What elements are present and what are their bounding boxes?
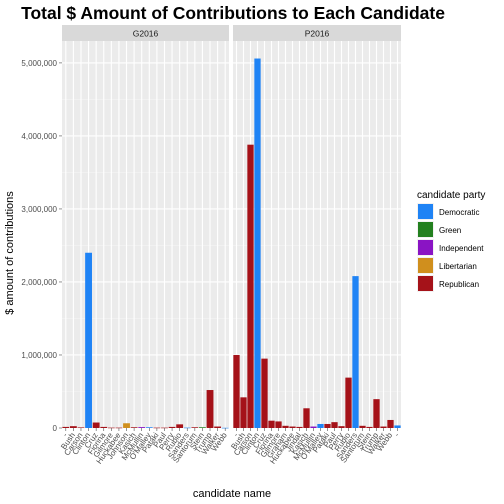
bar-g2016-walker-20	[214, 426, 222, 428]
bar-g2016-stein-18	[199, 427, 206, 428]
bar-g2016-carson-2	[77, 427, 85, 429]
legend-swatch-republican	[418, 276, 433, 291]
bar-p2016-sanders-17	[352, 276, 359, 428]
x-tick-label: -	[61, 431, 70, 439]
bar-g2016-johnson-8	[123, 423, 130, 428]
legend-swatch-libertarian	[418, 258, 433, 273]
bar-g2016-kasich-9	[130, 427, 138, 428]
bar-p2016-walker-21	[380, 426, 387, 428]
bar-p2016-pataki-13	[324, 423, 331, 428]
facet-strip	[233, 25, 401, 41]
bar-g2016-mcmullin-10	[138, 427, 146, 428]
bar-p2016-perry-15	[338, 426, 345, 428]
legend-label-green: Green	[439, 226, 461, 235]
bar-p2016-cruz-4	[261, 358, 268, 428]
chart-title: Total $ Amount of Contributions to Each …	[21, 3, 445, 23]
bar-g2016-pataki-12	[153, 427, 161, 429]
bar-g2016-perry-14	[168, 426, 176, 428]
facet-strip-label: G2016	[133, 29, 159, 39]
bar-g2016-fiorina-5	[100, 426, 108, 428]
legend-swatch-green	[418, 222, 433, 237]
bar-p2016-santorum-18	[359, 425, 366, 428]
y-tick-label: 4,000,000	[21, 132, 57, 141]
facet-strip-label: P2016	[305, 29, 330, 39]
legend-label-libertarian: Libertarian	[439, 262, 477, 271]
bar-g2016-blank-0	[62, 426, 70, 428]
y-axis-title: $ amount of contributions	[4, 191, 16, 315]
bar-p2016-clinton-3	[254, 58, 261, 428]
panel-background	[233, 41, 401, 428]
bar-g2016-bush-1	[69, 426, 77, 428]
bar-g2016-rubio-15	[176, 424, 184, 428]
legend-swatch-independent	[418, 240, 433, 255]
facet-panel-p2016: P2016-BushCarsonClintonCruzFiorinaGilmor…	[229, 25, 401, 466]
bar-g2016-cruz-4	[92, 422, 100, 428]
x-tick-label: -	[392, 431, 401, 439]
bar-p2016-trump-20	[373, 399, 380, 428]
y-tick-label: 5,000,000	[21, 59, 57, 68]
x-axis-title: candidate name	[193, 488, 271, 500]
bar-p2016-fiorina-5	[268, 420, 275, 428]
bar-g2016-paul-13	[161, 427, 168, 429]
bar-p2016-mcmullin-11	[310, 426, 317, 428]
bar-g2016-omalley-11	[145, 427, 153, 428]
bar-p2016-gilmore-6	[275, 421, 282, 428]
bar-g2016-huckabee-7	[115, 427, 123, 429]
bar-p2016-blank-0	[233, 354, 240, 428]
y-tick-label: 3,000,000	[21, 205, 57, 214]
bar-p2016-graham-7	[282, 425, 289, 428]
bar-g2016-trump-19	[206, 390, 214, 428]
legend-label-independent: Independent	[439, 244, 484, 253]
legend-title: candidate party	[417, 190, 485, 201]
legend-label-republican: Republican	[439, 280, 479, 289]
facet-panels: G2016-BushCarsonClintonCruzFiorinaGilmor…	[59, 25, 401, 466]
bar-p2016-kasich-10	[303, 408, 310, 428]
bar-p2016-rubio-16	[345, 377, 352, 428]
bar-p2016-jindal-9	[296, 426, 303, 428]
bar-p2016-paul-14	[331, 422, 338, 428]
legend-label-democratic: Democratic	[439, 208, 479, 217]
y-axis: 0 1,000,000 2,000,000 3,000,000 4,000,000 5,0…	[21, 59, 62, 433]
bar-p2016-huckabee-8	[289, 426, 296, 428]
bar-p2016-carson-2	[247, 144, 254, 428]
bar-p2016-blank-23	[394, 425, 401, 428]
legend-swatch-democratic	[418, 204, 433, 219]
legend: candidate party Democratic Green Independe…	[417, 190, 485, 292]
y-tick-label: 2,000,000	[21, 278, 57, 287]
x-tick-label: -	[231, 431, 240, 439]
bar-g2016-santorum-17	[191, 427, 199, 428]
bar-p2016-bush-1	[240, 397, 247, 428]
bar-p2016-webb-22	[387, 419, 394, 428]
facet-strip	[62, 25, 229, 41]
bar-g2016-sanders-16	[183, 427, 191, 429]
y-tick-label: 0	[53, 424, 58, 433]
bar-p2016-stein-19	[366, 426, 373, 428]
bar-g2016-clinton-3	[85, 252, 92, 428]
y-tick-label: 1,000,000	[21, 351, 57, 360]
facet-panel-g2016: G2016-BushCarsonClintonCruzFiorinaGilmor…	[59, 25, 229, 466]
bar-p2016-omalley-12	[317, 423, 324, 428]
bar-g2016-gilmore-6	[107, 427, 115, 429]
